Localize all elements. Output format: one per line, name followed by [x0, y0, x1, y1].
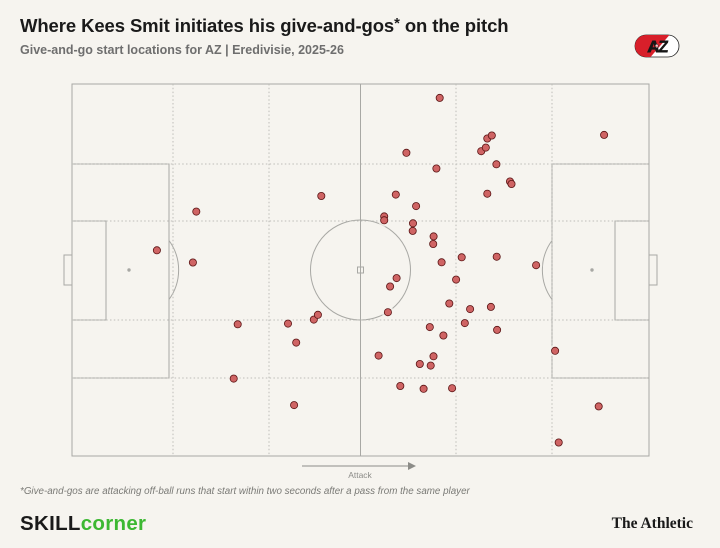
svg-text:Attack: Attack — [348, 470, 372, 480]
